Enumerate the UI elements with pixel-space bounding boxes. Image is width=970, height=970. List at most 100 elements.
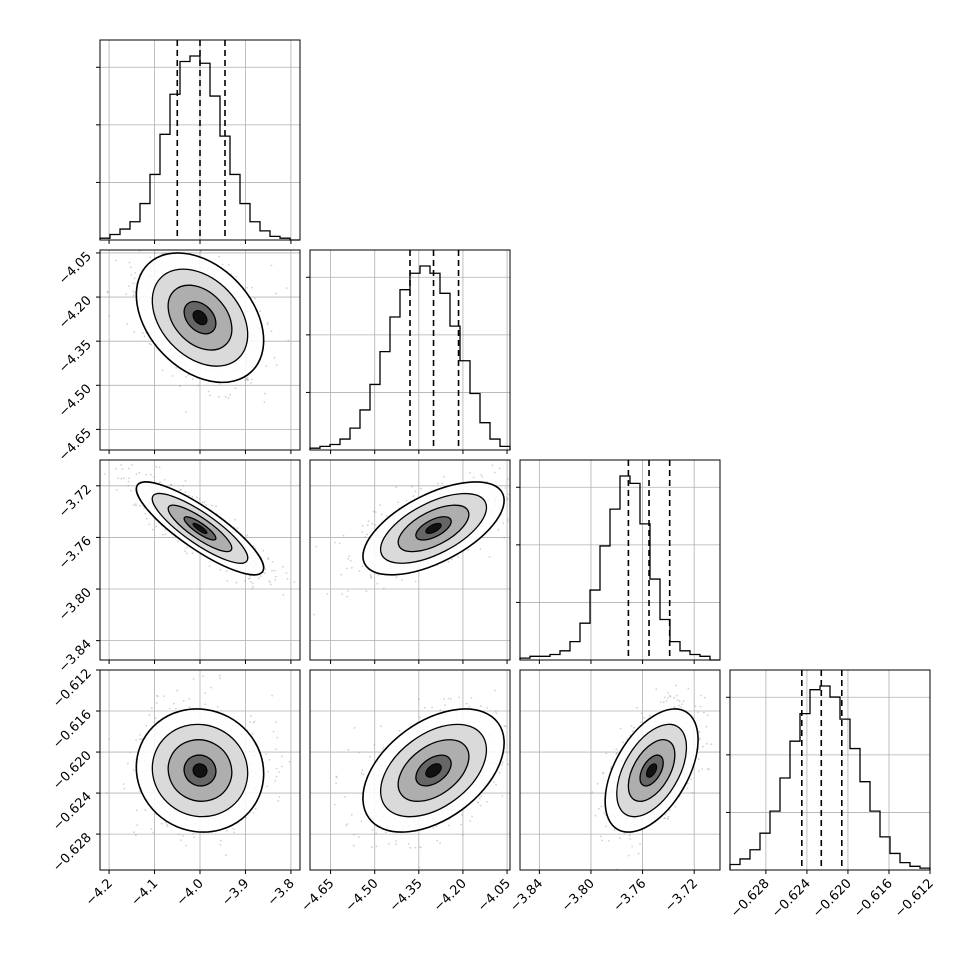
- sample-point: [197, 384, 200, 387]
- sample-point: [132, 282, 135, 285]
- sample-point: [501, 763, 503, 766]
- sample-point: [364, 536, 367, 538]
- sample-point: [367, 520, 370, 522]
- sample-point: [126, 323, 128, 325]
- sample-point: [369, 755, 371, 758]
- sample-point: [628, 834, 631, 837]
- sample-point: [245, 536, 248, 539]
- sample-point: [180, 245, 182, 247]
- sample-point: [219, 568, 222, 571]
- sample-point: [513, 712, 515, 714]
- sample-point: [282, 565, 284, 568]
- sample-point: [697, 758, 700, 761]
- sample-point: [267, 770, 269, 773]
- sample-point: [506, 496, 509, 499]
- sample-point: [198, 498, 201, 500]
- sample-point: [153, 475, 156, 478]
- sample-point: [150, 828, 153, 830]
- sample-point: [639, 721, 642, 723]
- panel-content: [105, 674, 291, 882]
- x-tick-label-p0-2: −4.0: [174, 876, 207, 909]
- sample-point: [372, 510, 375, 513]
- sample-point: [347, 748, 350, 751]
- sample-point: [501, 761, 504, 764]
- panel-frame: [309, 459, 511, 661]
- sample-point: [145, 473, 148, 476]
- sample-point: [219, 677, 222, 680]
- sample-point: [664, 813, 667, 816]
- sample-point: [469, 820, 471, 822]
- panel-frame: [309, 669, 511, 871]
- x-tick-label-p1-3: −4.20: [431, 876, 470, 915]
- sample-point: [443, 476, 445, 478]
- sample-point: [418, 846, 421, 848]
- sample-point: [165, 821, 167, 824]
- sample-point: [235, 581, 238, 584]
- sample-point: [130, 489, 132, 492]
- sample-point: [259, 310, 261, 312]
- x-tick-label-p1-2: −4.35: [387, 876, 426, 915]
- sample-point: [263, 401, 266, 403]
- sample-point: [619, 837, 621, 840]
- sample-point: [472, 476, 475, 479]
- sample-point: [664, 817, 667, 819]
- sample-point: [141, 738, 143, 740]
- sample-point: [150, 343, 152, 346]
- sample-point: [251, 732, 254, 735]
- sample-point: [281, 755, 283, 758]
- sample-point: [165, 823, 168, 826]
- sample-point: [252, 545, 255, 547]
- sample-point: [179, 385, 181, 388]
- x-tick-label-p0-1: −4.1: [128, 876, 161, 909]
- sample-point: [675, 684, 677, 687]
- sample-point: [230, 273, 233, 275]
- sample-point: [211, 880, 213, 882]
- sample-point: [161, 252, 164, 255]
- sample-point: [443, 698, 445, 700]
- sample-point: [168, 707, 171, 710]
- sample-point: [418, 866, 420, 868]
- sample-point: [196, 496, 198, 499]
- sample-point: [660, 701, 662, 703]
- sample-point: [247, 577, 250, 580]
- sample-point: [477, 801, 480, 804]
- sample-point: [271, 694, 273, 697]
- y-tick-label-p2-3: −3.72: [56, 482, 95, 521]
- sample-point: [133, 277, 136, 280]
- sample-point: [135, 834, 137, 837]
- sample-point: [345, 824, 347, 827]
- sample-point: [622, 741, 624, 744]
- sample-point: [218, 674, 221, 677]
- sample-point: [619, 727, 622, 730]
- sample-point: [251, 286, 254, 289]
- sample-point: [266, 323, 269, 326]
- y-tick-label-p2-0: −3.84: [56, 637, 95, 676]
- scatter-panel-2-3: [519, 669, 721, 871]
- y-tick-label-p1-3: −4.20: [56, 293, 95, 332]
- sample-point: [596, 782, 599, 785]
- sample-point: [209, 394, 211, 397]
- sample-point: [175, 366, 178, 369]
- sample-point: [687, 687, 690, 690]
- sample-point: [252, 812, 255, 814]
- sample-point: [420, 846, 423, 849]
- sample-point: [163, 479, 166, 481]
- sample-point: [135, 739, 138, 742]
- histogram-panel-1: [306, 249, 511, 451]
- sample-point: [191, 552, 194, 554]
- sample-point: [663, 817, 666, 820]
- sample-point: [439, 709, 442, 711]
- sample-point: [149, 256, 152, 259]
- x-tick-label-p1-1: −4.50: [343, 876, 382, 915]
- sample-point: [512, 488, 514, 490]
- sample-point: [471, 815, 473, 818]
- sample-point: [204, 703, 207, 706]
- sample-point: [334, 803, 336, 806]
- sample-point: [164, 528, 167, 531]
- sample-point: [360, 820, 363, 823]
- sample-point: [591, 791, 594, 793]
- sample-point: [204, 692, 207, 694]
- sample-point: [513, 749, 515, 751]
- sample-point: [374, 524, 377, 526]
- x-tick-label-p1-4: −4.05: [475, 876, 514, 915]
